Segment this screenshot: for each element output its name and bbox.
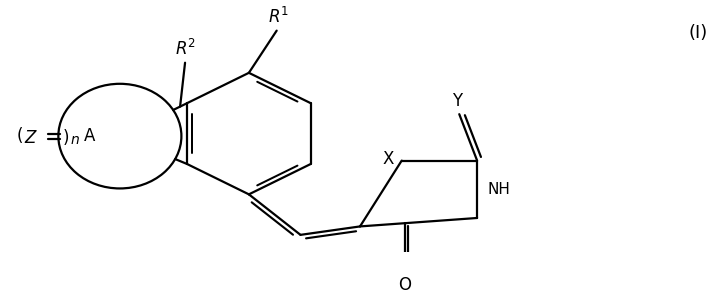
Text: ): ) bbox=[63, 129, 69, 147]
Text: NH: NH bbox=[487, 182, 510, 197]
Text: n: n bbox=[71, 133, 79, 147]
Text: A: A bbox=[84, 127, 95, 145]
Text: O: O bbox=[398, 276, 411, 294]
Text: $R^2$: $R^2$ bbox=[174, 39, 196, 59]
Text: (: ( bbox=[17, 127, 23, 145]
Text: Y: Y bbox=[452, 92, 462, 110]
Text: (I): (I) bbox=[688, 24, 707, 42]
Text: $R^1$: $R^1$ bbox=[268, 7, 289, 27]
Text: X: X bbox=[382, 150, 394, 168]
Text: Z: Z bbox=[25, 129, 36, 147]
